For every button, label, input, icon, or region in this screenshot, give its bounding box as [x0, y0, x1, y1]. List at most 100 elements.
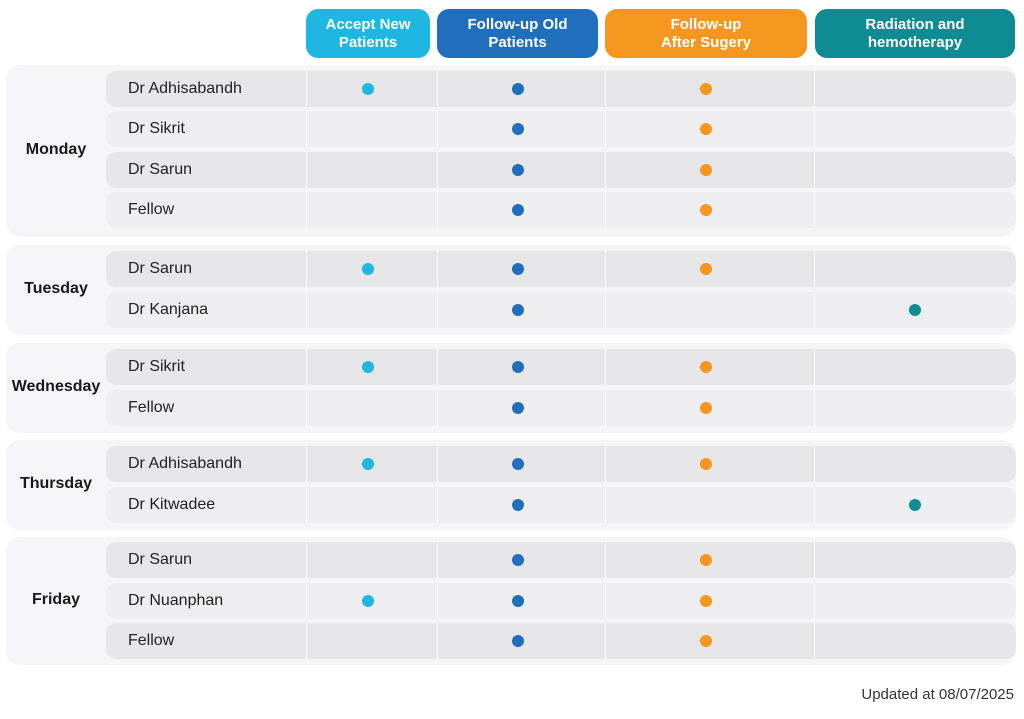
column-divider: [306, 349, 307, 385]
column-divider: [605, 251, 606, 287]
column-divider: [814, 623, 815, 659]
column-divider: [437, 71, 438, 107]
followup-surgery-dot: [700, 361, 712, 373]
column-divider: [814, 446, 815, 482]
followup-surgery-dot: [700, 554, 712, 566]
column-divider: [437, 349, 438, 385]
column-divider: [605, 349, 606, 385]
doctor-name: Fellow: [128, 201, 175, 218]
column-divider: [605, 111, 606, 147]
followup-surgery-dot: [700, 263, 712, 275]
header-radiation-chemotherapy: Radiation and hemotherapy: [815, 9, 1015, 58]
column-divider: [814, 390, 815, 426]
followup-old-dot: [512, 635, 524, 647]
day-label: Monday: [25, 141, 87, 158]
followup-surgery-dot: [700, 595, 712, 607]
column-divider: [437, 390, 438, 426]
column-divider: [814, 487, 815, 523]
accept-new-dot: [362, 458, 374, 470]
followup-old-dot: [512, 123, 524, 135]
doctor-name: Dr Sarun: [128, 260, 193, 277]
column-divider: [306, 111, 307, 147]
column-divider: [437, 623, 438, 659]
column-divider: [605, 446, 606, 482]
table-row: Fellow: [106, 623, 1016, 659]
column-divider: [605, 71, 606, 107]
table-row: Fellow: [106, 390, 1016, 426]
table-row: Dr Kanjana: [106, 292, 1016, 328]
followup-old-dot: [512, 164, 524, 176]
day-label: Friday: [31, 591, 80, 608]
followup-surgery-dot: [700, 123, 712, 135]
table-row: Dr Adhisabandh: [106, 71, 1016, 107]
table-row: Fellow: [106, 192, 1016, 228]
column-divider: [437, 542, 438, 578]
column-divider: [437, 251, 438, 287]
column-divider: [437, 487, 438, 523]
table-row: Dr Kitwadee: [106, 487, 1016, 523]
followup-old-dot: [512, 304, 524, 316]
column-divider: [306, 152, 307, 188]
column-divider: [814, 583, 815, 619]
column-divider: [306, 292, 307, 328]
radiation-dot: [909, 499, 921, 511]
column-divider: [605, 390, 606, 426]
accept-new-dot: [362, 83, 374, 95]
column-divider: [306, 623, 307, 659]
followup-old-dot: [512, 361, 524, 373]
table-row: Dr Adhisabandh: [106, 446, 1016, 482]
followup-old-dot: [512, 554, 524, 566]
header-followup-after-surgery: Follow-up After Sugery: [605, 9, 807, 58]
updated-date: Updated at 08/07/2025: [861, 686, 1014, 703]
column-divider: [605, 623, 606, 659]
header-followup-old-line1: Follow-up Old: [467, 15, 568, 33]
column-divider: [306, 446, 307, 482]
followup-surgery-dot: [700, 402, 712, 414]
table-row: Dr Sikrit: [106, 111, 1016, 147]
followup-surgery-dot: [700, 83, 712, 95]
column-divider: [437, 152, 438, 188]
table-row: Dr Sarun: [106, 251, 1016, 287]
column-divider: [437, 583, 438, 619]
radiation-dot: [909, 304, 921, 316]
doctor-name: Dr Nuanphan: [128, 592, 224, 609]
column-divider: [437, 111, 438, 147]
table-row: Dr Sarun: [106, 152, 1016, 188]
header-accept-new-line1: Accept New: [325, 15, 411, 33]
doctor-name: Dr Sarun: [128, 551, 193, 568]
day-group-wednesday: Wednesday Dr Sikrit Fellow: [6, 343, 1016, 433]
column-divider: [814, 152, 815, 188]
column-divider: [306, 390, 307, 426]
followup-old-dot: [512, 499, 524, 511]
followup-old-dot: [512, 595, 524, 607]
day-group-friday: Friday Dr Sarun Dr Nuanphan Fellow: [6, 537, 1016, 665]
column-divider: [306, 487, 307, 523]
column-divider: [814, 111, 815, 147]
day-group-thursday: Thursday Dr Adhisabandh Dr Kitwadee: [6, 440, 1016, 530]
doctor-name: Dr Sikrit: [128, 120, 185, 137]
column-divider: [814, 71, 815, 107]
column-divider: [306, 583, 307, 619]
column-divider: [605, 542, 606, 578]
day-label: Wednesday: [11, 378, 101, 395]
column-divider: [306, 251, 307, 287]
day-group-tuesday: Tuesday Dr Sarun Dr Kanjana: [6, 245, 1016, 335]
day-label: Tuesday: [24, 280, 88, 297]
column-divider: [605, 583, 606, 619]
column-divider: [814, 192, 815, 228]
followup-surgery-dot: [700, 204, 712, 216]
doctor-name: Fellow: [128, 399, 175, 416]
header-followup-surgery-line2: After Sugery: [660, 33, 752, 51]
doctor-name: Dr Kitwadee: [128, 496, 216, 513]
day-group-monday: Monday Dr Adhisabandh Dr Sikrit Dr Sarun Fel…: [6, 65, 1016, 237]
column-divider: [437, 292, 438, 328]
column-divider: [605, 487, 606, 523]
column-divider: [605, 192, 606, 228]
column-divider: [605, 292, 606, 328]
followup-surgery-dot: [700, 458, 712, 470]
followup-surgery-dot: [700, 164, 712, 176]
followup-old-dot: [512, 204, 524, 216]
column-divider: [814, 349, 815, 385]
accept-new-dot: [362, 361, 374, 373]
column-divider: [306, 192, 307, 228]
